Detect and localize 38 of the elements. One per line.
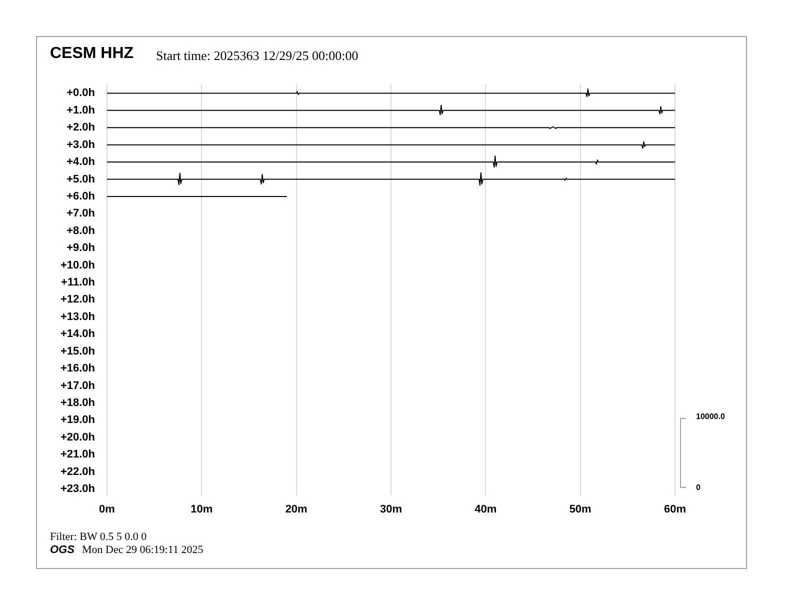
y-tick-label: +18.0h — [60, 396, 96, 409]
y-tick-label: +19.0h — [60, 414, 96, 426]
text: 0 — [696, 483, 700, 492]
y-tick-label: +7.0h — [66, 208, 96, 220]
text: Mon Dec 29 06:19:11 2025 — [82, 544, 204, 556]
y-tick-label: +0.0h — [66, 87, 96, 100]
text: 10000.0 — [696, 412, 725, 421]
y-tick-label: +10.0h — [60, 259, 96, 272]
x-tick-label: 0m — [99, 504, 116, 516]
y-tick-label: +23.0h — [60, 483, 96, 496]
y-tick-label: +16.0h — [60, 362, 96, 375]
y-tick-label: +14.0h — [60, 328, 96, 340]
chart-subtitle: Start time: 2025363 12/29/25 00:00:00 — [156, 48, 358, 64]
y-tick-label: +2.0h — [66, 122, 96, 134]
y-tick-label: +21.0h — [60, 448, 96, 461]
x-tick-label: 10m — [190, 504, 213, 516]
x-tick-label: 30m — [380, 504, 402, 516]
text: OGS — [50, 544, 74, 556]
y-tick-label: +17.0h — [60, 380, 96, 392]
y-tick-label: +20.0h — [60, 431, 96, 444]
x-tick-label: 60m — [664, 504, 686, 516]
y-tick-label: +15.0h — [60, 345, 96, 358]
y-tick-label: +12.0h — [60, 294, 96, 306]
y-tick-label: +13.0h — [60, 310, 96, 323]
text: Filter: BW 0.5 5 0.0 0 — [50, 531, 147, 543]
y-tick-label: +11.0h — [61, 276, 96, 289]
y-tick-label: +1.0h — [66, 104, 96, 116]
x-tick-label: 40m — [474, 504, 497, 516]
y-tick-label: +3.0h — [66, 138, 96, 151]
y-tick-label: +9.0h — [66, 242, 96, 254]
y-tick-label: +5.0h — [66, 173, 96, 186]
y-tick-label: +8.0h — [66, 224, 96, 237]
y-tick-label: +22.0h — [60, 466, 96, 478]
chart-title: CESM HHZ — [50, 45, 134, 63]
x-tick-label: 20m — [285, 504, 308, 516]
y-tick-label: +6.0h — [66, 190, 96, 202]
x-tick-label: 50m — [569, 504, 592, 516]
y-tick-label: +4.0h — [66, 156, 96, 168]
